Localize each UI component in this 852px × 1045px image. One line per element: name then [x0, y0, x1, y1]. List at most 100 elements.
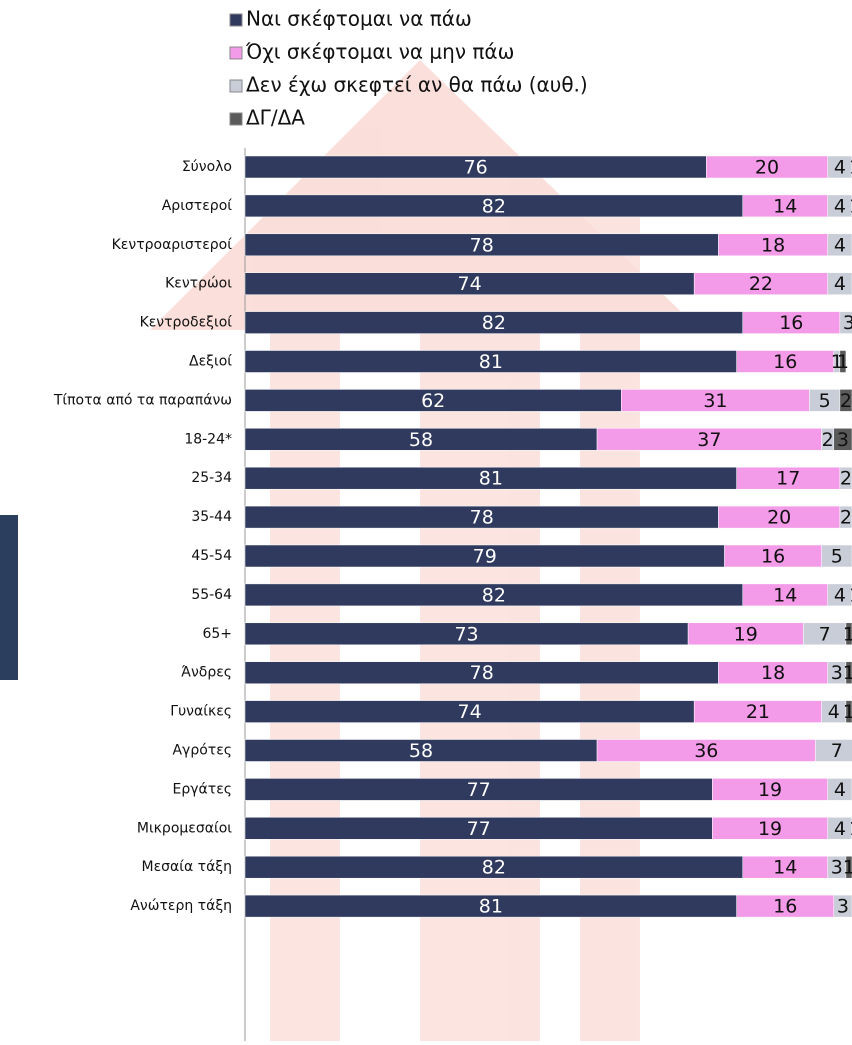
data-label: 19: [758, 818, 782, 840]
category-label: Μικρομεσαίοι: [137, 820, 232, 836]
category-label: Κεντροαριστεροί: [112, 237, 233, 253]
data-label: 19: [734, 623, 758, 645]
legend-swatch: [229, 13, 243, 27]
category-label: 55-64: [191, 587, 232, 603]
data-label: 1: [843, 857, 852, 879]
data-label: 76: [464, 157, 488, 179]
data-label: 14: [773, 195, 797, 217]
data-label: 58: [409, 429, 433, 451]
bar-segment: [839, 350, 847, 373]
data-label: 4: [834, 195, 846, 217]
data-label: 3: [831, 662, 843, 684]
data-label: 4: [834, 234, 846, 256]
category-label: 18-24*: [184, 431, 232, 447]
category-label: 45-54: [191, 548, 232, 564]
data-label: 4: [828, 701, 840, 723]
data-label: 78: [470, 662, 494, 684]
data-label: 74: [457, 701, 481, 723]
data-label: 3: [843, 312, 852, 334]
category-label: Δεξιοί: [189, 354, 232, 370]
data-label: 58: [409, 740, 433, 762]
data-label: 3: [837, 896, 849, 918]
data-label: 74: [457, 273, 481, 295]
data-label: 78: [470, 234, 494, 256]
data-label: 82: [482, 312, 506, 334]
data-label: 21: [746, 701, 770, 723]
data-label: 2: [822, 429, 834, 451]
data-label: 1: [849, 195, 852, 217]
bar-segment: [821, 544, 852, 568]
data-label: 2: [840, 390, 852, 412]
data-label: 81: [479, 468, 503, 490]
data-label: 3: [831, 857, 843, 879]
category-label: Σύνολο: [182, 159, 232, 175]
category-label: 65+: [202, 626, 232, 642]
data-label: 1: [837, 351, 849, 373]
category-label: Ανώτερη τάξη: [130, 898, 232, 914]
data-label: 81: [479, 351, 503, 373]
category-label: Κεντρώοι: [165, 276, 232, 292]
data-label: 5: [819, 390, 831, 412]
data-label: 7: [831, 740, 843, 762]
legend-swatch: [229, 112, 243, 126]
data-label: 62: [421, 390, 445, 412]
data-label: 2: [840, 507, 852, 529]
data-label: 1: [849, 818, 852, 840]
data-label: 17: [776, 468, 800, 490]
category-label: Τίποτα από τα παραπάνω: [53, 392, 232, 408]
category-label: Άνδρες: [181, 665, 232, 681]
data-label: 31: [703, 390, 727, 412]
data-label: 16: [773, 351, 797, 373]
data-label: 1: [849, 584, 852, 606]
category-label: Εργάτες: [173, 781, 232, 797]
data-label: 4: [834, 818, 846, 840]
data-label: 16: [779, 312, 803, 334]
category-label: Κεντροδεξιοί: [140, 315, 233, 331]
data-label: 1: [843, 623, 852, 645]
data-label: 5: [831, 546, 843, 568]
data-label: 4: [834, 157, 846, 179]
data-label: 77: [467, 818, 491, 840]
data-label: 78: [470, 507, 494, 529]
legend-swatch: [229, 79, 243, 93]
data-label: 73: [454, 623, 478, 645]
data-label: 1: [843, 662, 852, 684]
data-label: 3: [837, 429, 849, 451]
bar-segment: [839, 311, 852, 334]
data-label: 16: [773, 896, 797, 918]
data-label: 18: [761, 662, 785, 684]
data-label: 77: [467, 779, 491, 801]
data-label: 19: [758, 779, 782, 801]
category-label: 25-34: [191, 470, 232, 486]
data-label: 82: [482, 857, 506, 879]
legend-label: Ναι σκέφτομαι να πάω: [246, 7, 472, 31]
data-label: 36: [694, 740, 718, 762]
data-label: 20: [755, 157, 779, 179]
data-label: 20: [767, 507, 791, 529]
legend-label: Όχι σκέφτομαι να μην πάω: [245, 40, 514, 64]
data-label: 14: [773, 857, 797, 879]
data-label: 2: [840, 468, 852, 490]
data-label: 4: [834, 584, 846, 606]
data-label: 18: [761, 234, 785, 256]
category-label: Αγρότες: [172, 743, 232, 759]
bar-segment: [815, 739, 852, 762]
category-label: Γυναίκες: [170, 704, 232, 720]
data-label: 4: [834, 779, 846, 801]
data-label: 81: [479, 896, 503, 918]
data-label: 1: [849, 157, 852, 179]
legend-swatch: [229, 46, 243, 60]
legend-label: Δεν έχω σκεφτεί αν θα πάω (αυθ.): [246, 73, 588, 97]
data-label: 82: [482, 584, 506, 606]
data-label: 82: [482, 195, 506, 217]
category-label: Μεσαία τάξη: [141, 859, 232, 875]
data-label: 1: [843, 701, 852, 723]
data-label: 7: [819, 623, 831, 645]
data-label: 14: [773, 584, 797, 606]
data-label: 37: [697, 429, 721, 451]
data-label: 79: [473, 546, 497, 568]
side-panel: [0, 515, 18, 680]
category-label: Αριστεροί: [162, 198, 233, 214]
